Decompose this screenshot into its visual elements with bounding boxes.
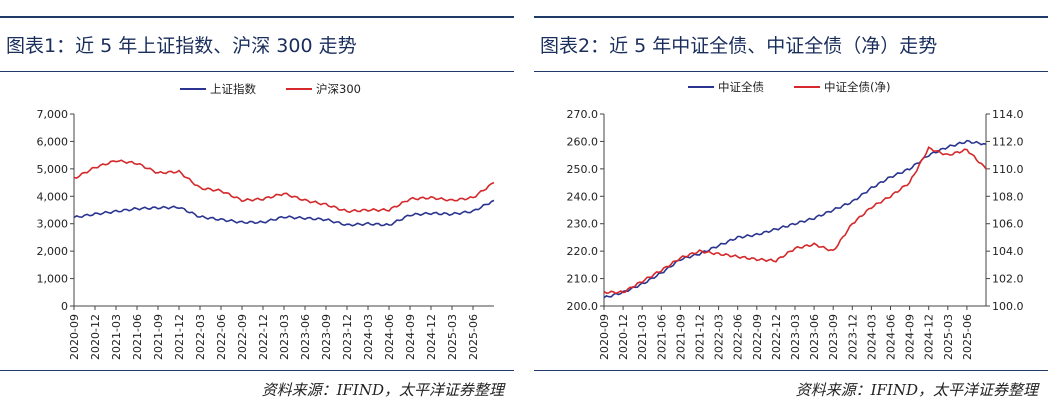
x-tick-label: 2022-12 (257, 314, 270, 360)
x-tick-label: 2022-06 (732, 314, 745, 360)
x-tick-label: 2021-09 (152, 314, 165, 360)
x-tick-label: 2021-06 (655, 314, 668, 360)
series-line-0 (73, 199, 495, 227)
x-tick-label: 2022-09 (236, 314, 249, 360)
y-tick-label: 0 (61, 300, 68, 313)
chart-title-bar: 图表2：近 5 年中证全债、中证全债（净）走势 (534, 16, 1048, 72)
x-tick-label: 2025-03 (446, 314, 459, 360)
y-right-tick-label: 104.0 (992, 245, 1024, 258)
y-tick-label: 240.0 (567, 190, 599, 203)
x-tick-label: 2020-09 (598, 314, 611, 360)
legend-label: 中证全债(净) (824, 80, 890, 94)
y-tick-label: 250.0 (567, 163, 599, 176)
x-tick-label: 2023-03 (789, 314, 802, 360)
y-right-tick-label: 108.0 (992, 190, 1024, 203)
x-tick-label: 2023-12 (341, 314, 354, 360)
x-tick-label: 2023-09 (320, 314, 333, 360)
x-tick-label: 2020-12 (617, 314, 630, 360)
x-tick-label: 2023-06 (808, 314, 821, 360)
y-right-tick-label: 114.0 (992, 108, 1024, 121)
chart-source: 资料来源：IFIND，太平洋证券整理 (261, 381, 504, 399)
y-tick-label: 270.0 (567, 108, 599, 121)
x-tick-label: 2024-12 (425, 314, 438, 360)
x-tick-label: 2023-03 (278, 314, 291, 360)
y-tick-label: 7,000 (37, 108, 69, 121)
x-tick-label: 2024-09 (404, 314, 417, 360)
y-tick-label: 5,000 (37, 163, 69, 176)
x-tick-label: 2021-12 (694, 314, 707, 360)
y-right-tick-label: 100.0 (992, 300, 1024, 313)
x-tick-label: 2023-12 (846, 314, 859, 360)
chart-title-bar: 图表1：近 5 年上证指数、沪深 300 走势 (0, 16, 514, 72)
series-line-1 (603, 146, 987, 295)
x-tick-label: 2024-03 (865, 314, 878, 360)
x-tick-label: 2023-09 (827, 314, 840, 360)
x-tick-label: 2022-09 (751, 314, 764, 360)
y-tick-label: 1,000 (37, 273, 69, 286)
x-tick-label: 2022-12 (770, 314, 783, 360)
source-divider (0, 370, 514, 371)
y-tick-label: 260.0 (567, 135, 599, 148)
legend-label: 沪深300 (316, 82, 361, 96)
y-tick-label: 2,000 (37, 245, 69, 258)
line-chart-bond-index: 200.0 210.0 220.0 230.0 240.0 250.0 260.0 270.0… (567, 80, 1024, 360)
y-tick-label: 6,000 (37, 135, 69, 148)
y-tick-label: 210.0 (567, 273, 599, 286)
y-right-tick-label: 106.0 (992, 218, 1024, 231)
x-tick-label: 2025-03 (942, 314, 955, 360)
x-tick-label: 2021-09 (674, 314, 687, 360)
x-tick-label: 2022-03 (713, 314, 726, 360)
series-line-1 (73, 159, 495, 214)
x-tick-label: 2024-09 (904, 314, 917, 360)
source-divider (534, 370, 1048, 371)
x-tick-label: 2022-06 (215, 314, 228, 360)
x-tick-label: 2021-03 (636, 314, 649, 360)
chart-panel-sse-csi300: 图表1：近 5 年上证指数、沪深 300 走势 0 1,000 2,000 3,000… (0, 0, 514, 409)
y-tick-label: 3,000 (37, 218, 69, 231)
x-tick-label: 2024-06 (885, 314, 898, 360)
x-tick-label: 2021-03 (110, 314, 123, 360)
series-line-0 (603, 139, 987, 299)
legend-label: 中证全债 (718, 80, 764, 94)
chart-panel-bond-index: 图表2：近 5 年中证全债、中证全债（净）走势 200.0 210.0 220.0 2… (534, 0, 1048, 409)
y-tick-label: 4,000 (37, 190, 69, 203)
x-tick-label: 2025-06 (961, 314, 974, 360)
y-tick-label: 220.0 (567, 245, 599, 258)
y-right-tick-label: 110.0 (992, 163, 1024, 176)
x-tick-label: 2021-06 (131, 314, 144, 360)
x-tick-label: 2023-06 (299, 314, 312, 360)
y-tick-label: 230.0 (567, 218, 599, 231)
x-tick-label: 2021-12 (173, 314, 186, 360)
chart-title: 图表2：近 5 年中证全债、中证全债（净）走势 (540, 35, 938, 57)
chart-source: 资料来源：IFIND，太平洋证券整理 (795, 381, 1038, 399)
x-tick-label: 2020-12 (89, 314, 102, 360)
y-right-tick-label: 112.0 (992, 135, 1024, 148)
chart-title: 图表1：近 5 年上证指数、沪深 300 走势 (6, 35, 357, 57)
x-tick-label: 2024-03 (362, 314, 375, 360)
x-tick-label: 2024-06 (383, 314, 396, 360)
y-tick-label: 200.0 (567, 300, 599, 313)
y-right-tick-label: 102.0 (992, 273, 1024, 286)
x-tick-label: 2024-12 (923, 314, 936, 360)
x-tick-label: 2022-03 (194, 314, 207, 360)
x-tick-label: 2025-06 (467, 314, 480, 360)
x-tick-label: 2020-09 (68, 314, 81, 360)
legend-label: 上证指数 (210, 82, 256, 96)
line-chart-sse-csi300: 0 1,000 2,000 3,000 4,000 5,000 6,000 7,000 2020… (37, 82, 495, 360)
